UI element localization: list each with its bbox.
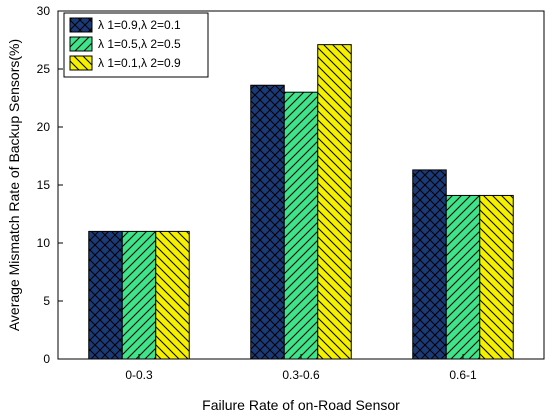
y-tick-label-4: 20 <box>37 120 51 134</box>
y-tick-label-2: 10 <box>37 236 51 250</box>
y-axis-title: Average Mismatch Rate of Backup Sensors(… <box>6 39 22 331</box>
legend-label-1: λ 1=0.5,λ 2=0.5 <box>98 37 181 51</box>
bar-series-1-cat-1 <box>283 91 319 360</box>
legend-label-2: λ 1=0.1,λ 2=0.9 <box>98 56 181 70</box>
y-tick-label-5: 25 <box>37 62 51 76</box>
x-tick-label-1: 0.3-0.6 <box>282 368 320 382</box>
bar-series-1-cat-2 <box>445 194 481 360</box>
y-tick-label-0: 0 <box>43 352 50 366</box>
y-tick-label-3: 15 <box>37 178 51 192</box>
bar-series-2-cat-1 <box>317 44 352 360</box>
bars-layer <box>88 44 514 360</box>
legend-swatch-0 <box>69 17 93 33</box>
bar-series-0-cat-1 <box>250 84 285 360</box>
bar-series-0-cat-2 <box>412 169 447 360</box>
y-axis: 0 5 10 15 20 25 30 <box>37 4 63 366</box>
y-tick-label-6: 30 <box>37 4 51 18</box>
legend-swatch-1 <box>69 36 93 52</box>
y-tick-label-1: 5 <box>43 294 50 308</box>
x-axis: 0-0.3 0.3-0.6 0.6-1 <box>125 354 477 382</box>
bar-series-1-cat-0 <box>121 230 157 360</box>
x-axis-title: Failure Rate of on-Road Sensor <box>202 397 400 413</box>
legend-swatch-2 <box>69 55 93 71</box>
legend-label-0: λ 1=0.9,λ 2=0.1 <box>98 18 181 32</box>
bar-series-2-cat-0 <box>155 230 190 360</box>
legend: λ 1=0.9,λ 2=0.1 λ 1=0.5,λ 2=0.5 λ 1=0.1,λ … <box>63 12 209 78</box>
bar-series-2-cat-2 <box>479 194 514 360</box>
x-tick-label-2: 0.6-1 <box>449 368 477 382</box>
bar-series-0-cat-0 <box>88 230 123 360</box>
x-tick-label-0: 0-0.3 <box>125 368 153 382</box>
